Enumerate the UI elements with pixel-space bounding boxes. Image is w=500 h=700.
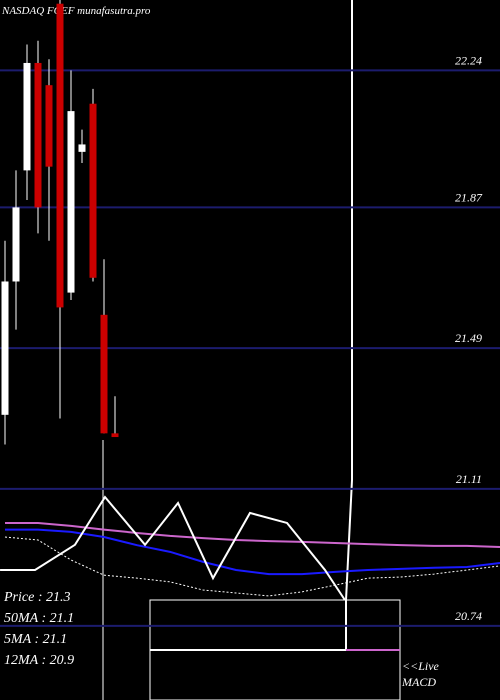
candle-body	[100, 314, 108, 434]
legend-12ma: 12MA : 20.9	[4, 653, 74, 668]
macd-label: MACD	[401, 675, 436, 689]
candle-body	[89, 103, 97, 278]
candle-body	[1, 281, 9, 415]
candle-body	[67, 111, 75, 293]
legend-price: Price : 21.3	[3, 590, 70, 605]
y-tick-label: 21.11	[456, 472, 482, 486]
divider-line	[345, 0, 353, 650]
candle-body	[56, 3, 64, 308]
candle-body	[34, 62, 42, 208]
indicator-line	[5, 521, 500, 549]
candle-body	[23, 62, 31, 171]
y-tick-label: 22.24	[455, 53, 482, 67]
candle-body	[12, 207, 20, 282]
indicator-line	[5, 528, 500, 576]
live-label: <<Live	[402, 659, 440, 673]
y-tick-label: 21.49	[455, 331, 482, 345]
legend-5ma: 5MA : 21.1	[4, 632, 67, 647]
candle-body	[45, 85, 53, 167]
indicator-line	[4, 536, 500, 597]
chart-title: NASDAQ FCEF munafasutra.pro	[1, 5, 151, 17]
y-tick-label: 20.74	[455, 609, 482, 623]
indicator-line	[0, 495, 346, 601]
candle-body	[78, 144, 86, 152]
candle-body	[111, 433, 119, 438]
legend-50ma: 50MA : 21.1	[4, 611, 74, 626]
y-tick-label: 21.87	[455, 190, 483, 204]
